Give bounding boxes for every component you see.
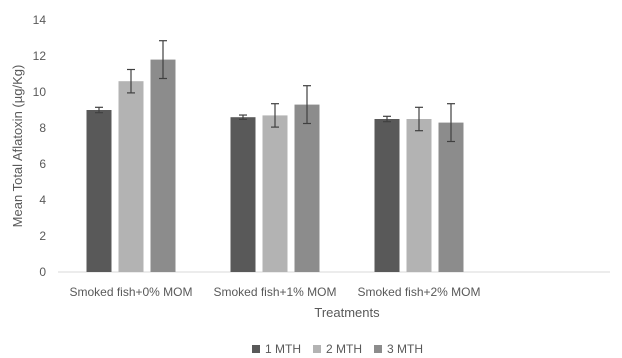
legend: 1 MTH 2 MTH 3 MTH (252, 342, 423, 356)
bars-group (86, 59, 464, 273)
legend-swatch (313, 345, 321, 353)
y-tick-label: 12 (33, 49, 47, 63)
y-tick-label: 10 (33, 85, 47, 99)
bar (262, 115, 288, 273)
bar (118, 81, 144, 272)
bar (374, 119, 400, 272)
x-axis-title: Treatments (314, 305, 380, 320)
y-axis-ticks: 0 2 4 6 8 10 12 14 (33, 13, 47, 279)
x-tick-label: Smoked fish+1% MOM (213, 285, 336, 299)
y-tick-label: 8 (39, 121, 46, 135)
x-tick-label: Smoked fish+2% MOM (357, 285, 480, 299)
y-tick-label: 2 (39, 229, 46, 243)
x-axis-ticks: Smoked fish+0% MOM Smoked fish+1% MOM Smok… (69, 285, 480, 299)
bar (294, 104, 320, 272)
legend-label: 2 MTH (326, 342, 362, 356)
bar (230, 117, 256, 272)
bar (86, 110, 112, 272)
bar (438, 122, 464, 272)
y-axis-title: Mean Total Aflatoxin (µg/Kg) (10, 65, 25, 228)
legend-label: 1 MTH (265, 342, 301, 356)
error-bars-group (95, 40, 455, 143)
bar (150, 59, 176, 272)
y-tick-label: 6 (39, 157, 46, 171)
bar (406, 119, 432, 272)
legend-swatch (252, 345, 260, 353)
legend-swatch (374, 345, 382, 353)
x-tick-label: Smoked fish+0% MOM (69, 285, 192, 299)
y-tick-label: 0 (39, 265, 46, 279)
legend-label: 3 MTH (387, 342, 423, 356)
y-tick-label: 14 (33, 13, 47, 27)
y-tick-label: 4 (39, 193, 46, 207)
